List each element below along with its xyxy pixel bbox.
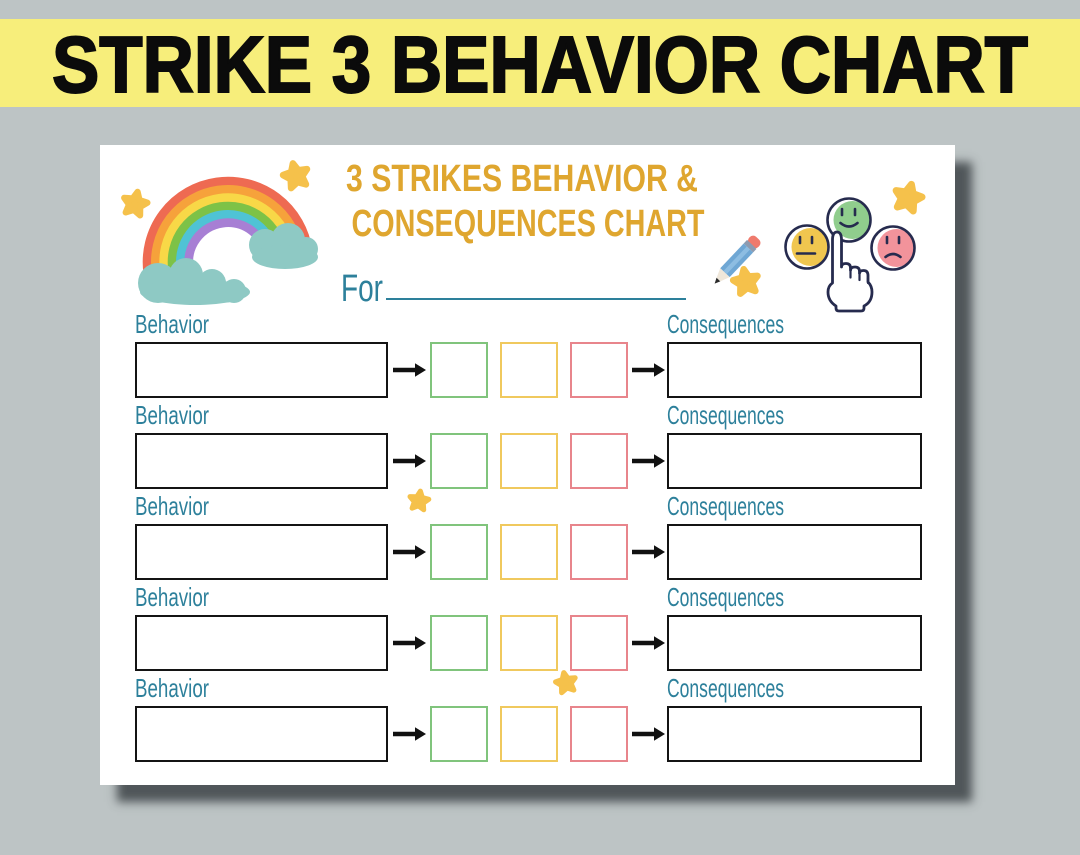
svg-text:Consequences: Consequences (667, 309, 784, 339)
svg-text:Consequences: Consequences (667, 400, 784, 430)
svg-text:STRIKE 3 BEHAVIOR CHART: STRIKE 3 BEHAVIOR CHART (52, 20, 1028, 107)
svg-text:Consequences: Consequences (667, 491, 784, 521)
svg-text:Behavior: Behavior (135, 491, 209, 521)
svg-text:For: For (341, 268, 383, 310)
svg-text:Behavior: Behavior (135, 673, 209, 703)
svg-text:Behavior: Behavior (135, 582, 209, 612)
svg-text:Behavior: Behavior (135, 309, 209, 339)
svg-text:3 STRIKES BEHAVIOR &: 3 STRIKES BEHAVIOR & (346, 158, 698, 200)
svg-text:CONSEQUENCES CHART: CONSEQUENCES CHART (352, 203, 705, 245)
svg-text:Consequences: Consequences (667, 582, 784, 612)
svg-text:Consequences: Consequences (667, 673, 784, 703)
svg-text:Behavior: Behavior (135, 400, 209, 430)
